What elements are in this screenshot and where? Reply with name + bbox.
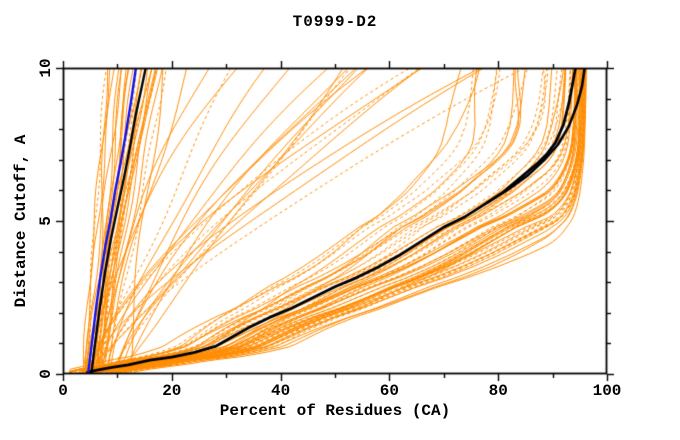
y-tick-label: 0 [37,369,55,379]
x-tick-label: 80 [488,382,508,400]
y-tick-label: 5 [37,216,55,226]
x-tick-label: 100 [592,382,622,400]
x-axis-label: Percent of Residues (CA) [219,402,451,420]
x-tick-label: 40 [270,382,291,400]
x-tick-label: 20 [162,382,182,400]
y-axis-label: Distance Cutoff, A [12,134,30,308]
chart-title: T0999-D2 [292,13,378,31]
y-tick-label: 10 [37,58,55,78]
x-tick-label: 60 [379,382,399,400]
x-tick-label: 0 [58,382,68,400]
